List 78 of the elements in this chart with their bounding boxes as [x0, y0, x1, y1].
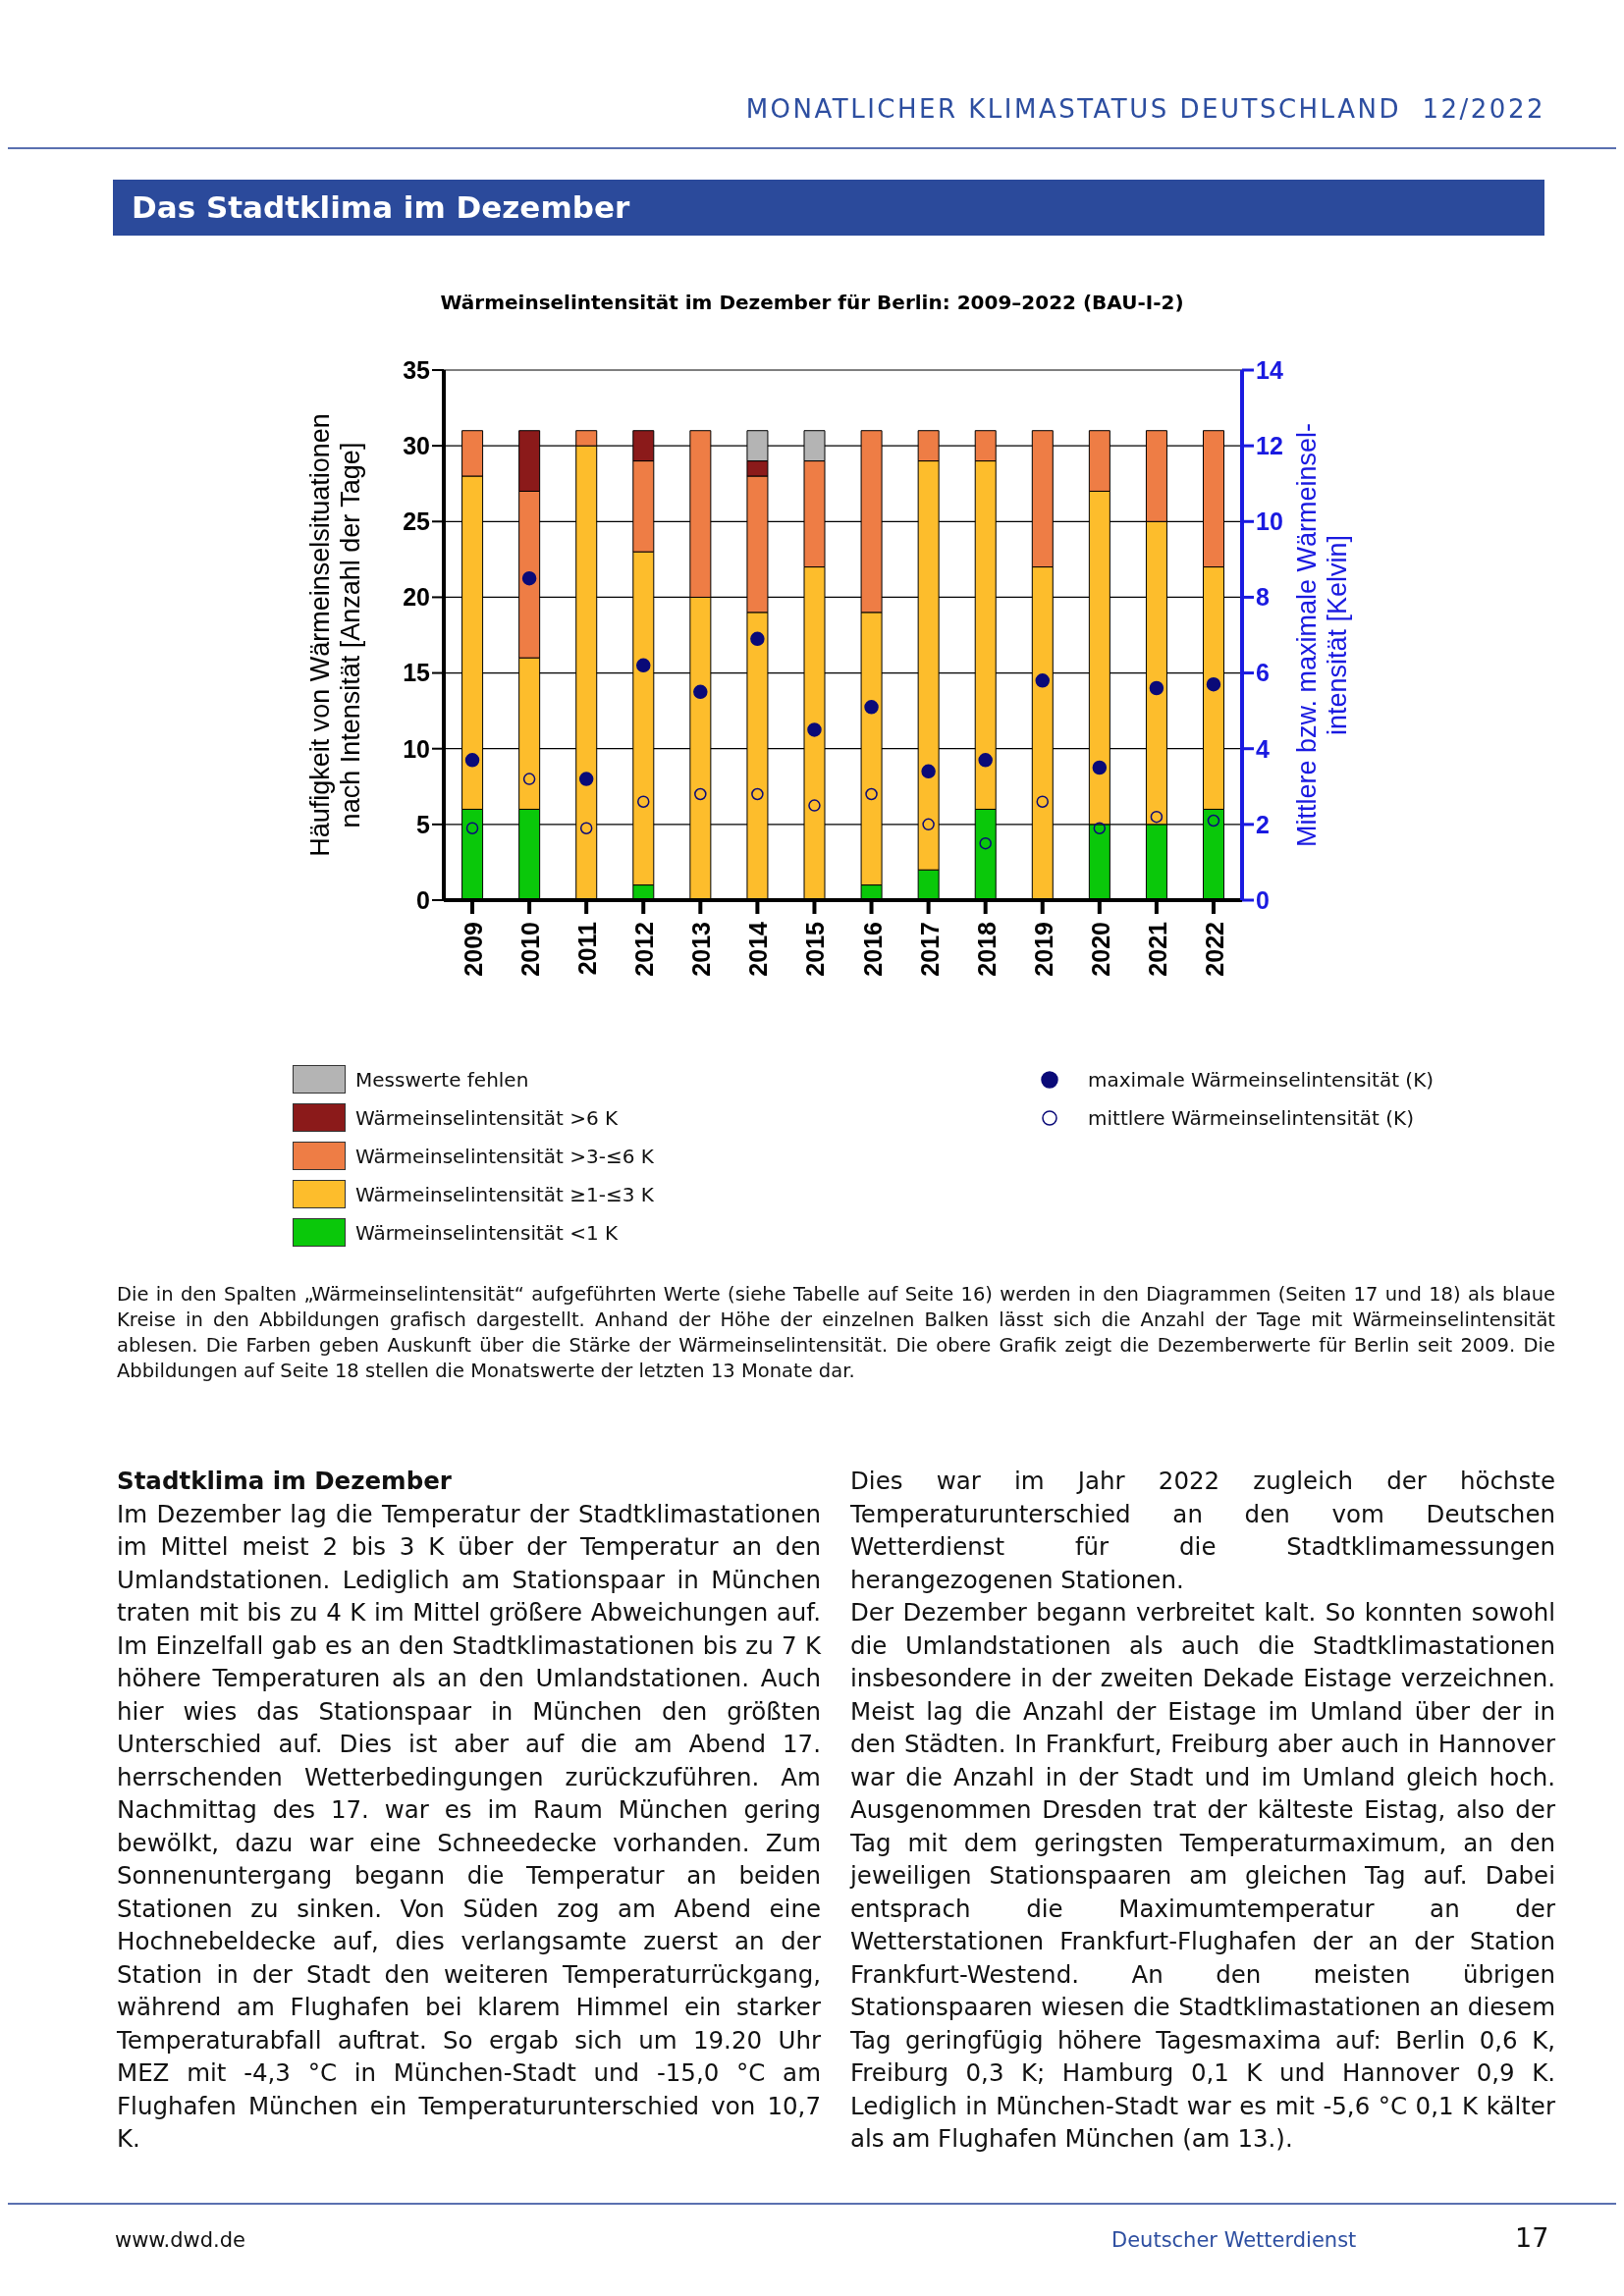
x-tick-label: 2022 — [1200, 922, 1228, 977]
text: 17 — [1515, 2222, 1549, 2253]
y-tick-label: 0 — [416, 885, 430, 914]
chart-title: Wärmeinselintensität im Dezember für Berlin: 2009–2022 (BAU-I-2) — [439, 291, 1185, 314]
point — [637, 795, 650, 808]
y-axis-title: Häufigkeit von Wärmeinselsituationen nach Intensität [Anzahl der Tage] — [305, 413, 365, 857]
y2-tick-label: 6 — [1256, 659, 1270, 687]
point — [521, 570, 537, 586]
point — [694, 787, 707, 801]
y-tick-label: 5 — [416, 810, 431, 838]
point — [636, 658, 651, 673]
legend-label: maximale Wärmeinselintensität (K) — [1087, 1066, 1435, 1094]
point — [922, 818, 935, 831]
x-tick-label: 2009 — [460, 922, 488, 977]
point — [693, 684, 708, 700]
point — [1149, 680, 1164, 696]
y2-tick-label: 10 — [1256, 507, 1283, 536]
point — [865, 787, 878, 801]
y2-tick-label: 0 — [1256, 885, 1270, 914]
y-tick-label: 10 — [403, 734, 430, 763]
point — [978, 753, 993, 768]
x-tick-label: 2018 — [972, 921, 1001, 977]
x-tick-label: 2010 — [516, 922, 545, 977]
x-tick-label: 2019 — [1029, 922, 1057, 977]
y-tick-label: 30 — [403, 432, 430, 460]
text: www.dwd.de — [115, 2228, 246, 2252]
x-tick-label: 2011 — [573, 921, 602, 976]
legend-label: mittlere Wärmeinselintensität (K) — [1087, 1104, 1415, 1132]
point — [465, 822, 479, 834]
y-tick-label: 35 — [403, 355, 431, 384]
y2-tick-label: 4 — [1256, 734, 1270, 763]
point — [864, 700, 879, 715]
point — [522, 773, 536, 785]
point — [1150, 810, 1164, 824]
y-tick-label: 15 — [403, 659, 431, 687]
x-tick-label: 2016 — [858, 922, 887, 977]
text: Der Dezember begann verbreitet kalt. So konnten sowohl die Umlandstationen als auch die Stadtklimastationen insbesondere in der zweiten Dekade Eistage verzeichnen. Meist lag die Anzahl der Eistage im Umland über der in den Städten. In Frankfurt, Freiburg aber auch in Hannover war die Anzahl in der Stadt und im Umland gleich hoch. Ausgenommen Dresden trat der kälteste Eistag, also der Tag mit dem geringsten Temperaturmaximum, an den jeweiligen Stationspaaren am gleichen Tag auf. Dabei entsprach die Maximumtemperatur an der Wetterstationen Frankfurt-Flughafen der an der Station Frankfurt-Westend. An den meisten übrigen Stationspaaren wiesen die Stadtklimastationen an diesem Tag geringfügig höhere Tagesmaxima auf: Berlin 0,6 K, Freiburg 0,3 K; Hamburg 0,1 K und Hannover 0,9 K. Lediglich in München-Stadt war es mit -5,6 °C 0,1 K kälter als am Flughafen München (am 13.). — [850, 1598, 1555, 2153]
text: Das Stadtklima im Dezember — [113, 180, 1544, 236]
x-tick-label: 2020 — [1086, 922, 1114, 977]
y2-axis-title: Mittlere bzw. maximale Wärmeinsel- intensität [Kelvin] — [1292, 422, 1352, 848]
x-tick-label: 2015 — [801, 921, 830, 977]
point — [921, 764, 936, 779]
text: Stadtklima im Dezember — [117, 1466, 453, 1497]
text: Dies war im Jahr 2022 zugleich der höchste Temperaturunterschied an den vom Deutschen Wetterdienst für die Stadtklimamessungen herangezogenen Stationen. — [850, 1466, 1555, 1596]
y2-tick-label: 8 — [1256, 583, 1270, 612]
point — [1206, 676, 1221, 692]
x-tick-label: 2014 — [744, 921, 773, 977]
legend-label: Wärmeinselintensität <1 K — [354, 1219, 620, 1247]
point — [750, 631, 765, 647]
point — [579, 822, 593, 834]
legend-label: Messwerte fehlen — [354, 1066, 530, 1094]
point — [979, 836, 992, 850]
legend-label: Wärmeinselintensität >6 K — [354, 1104, 620, 1132]
y2-tick-label: 2 — [1256, 810, 1270, 838]
x-tick-label: 2021 — [1143, 921, 1171, 977]
y2-tick-label: 12 — [1256, 432, 1283, 460]
y-tick-label: 20 — [403, 583, 430, 612]
text: Deutscher Wetterdienst — [1111, 2228, 1357, 2252]
legend-label: Wärmeinselintensität >3-≤6 K — [354, 1143, 654, 1170]
text: Im Dezember lag die Temperatur der Stadtklimastationen im Mittel meist 2 bis 3 K über der Temperatur an den Umlandstationen. Lediglich am Stationspaar in München traten mit bis zu 4 K im Mittel größere Abweichungen auf. Im Einzelfall gab es an den Stadtklimastationen bis zu 7 K höhere Temperaturen als an den Umlandstationen. Auch hier wies das Stationspaar in München den größten Unterschied auf. Dies ist aber auf die am Abend 17. herrschenden Wetterbedingungen zurückzuführen. Am Nachmittag des 17. war es im Raum München gering bewölkt, dazu war eine Schneedecke vorhanden. Zum Sonnenuntergang begann die Temperatur an beiden Stationen zu sinken. Von Süden zog am Abend eine Hochnebeldecke auf, dies verlangsamte zuerst an der Station in der Stadt den weiteren Temperaturrückgang, während am Flughafen bei klarem Himmel ein starker Temperaturabfall auftrat. So ergab sich um 19.20 Uhr MEZ mit -4,3 °C in München-Stadt und -15,0 °C am Flughafen München ein Temperaturunterschied von 10,7 K. — [117, 1499, 821, 2153]
point — [578, 772, 594, 786]
point — [807, 722, 822, 737]
text: Die in den Spalten „Wärmeinselintensität“ aufgeführten Werte (siehe Tabelle auf Seite 16) werden in den Diagrammen (Seiten 17 und 18) als blaue Kreise in den Abbildungen grafisch dargestellt. Anhand der Höhe der einzelnen Balken lässt sich die Anzahl der Tage mit Wärmeinselintensität ablesen. Die Farben geben Auskunft über die Stärke der Wärmeinselintensität. Die obere Grafik zeigt die Dezemberwerte für Berlin seit 2009. Die Abbildungen auf Seite 18 stellen die Monatswerte der letzten 13 Monate dar. — [117, 1282, 1555, 1384]
y2-tick-label: 14 — [1256, 355, 1283, 384]
point — [1092, 760, 1108, 775]
text: MONATLICHER KLIMASTATUS DEUTSCHLAND 12/2022 — [745, 94, 1545, 124]
point — [464, 753, 480, 768]
x-tick-label: 2012 — [630, 922, 659, 977]
point — [1036, 795, 1049, 808]
point — [1093, 822, 1107, 834]
point — [1035, 673, 1050, 688]
point — [1207, 814, 1220, 828]
x-tick-label: 2013 — [687, 922, 716, 977]
legend-label: Wärmeinselintensität ≥1-≤3 K — [354, 1181, 654, 1208]
x-tick-label: 2017 — [915, 922, 944, 977]
y-tick-label: 25 — [403, 507, 431, 536]
point — [751, 787, 764, 801]
point — [808, 799, 821, 812]
